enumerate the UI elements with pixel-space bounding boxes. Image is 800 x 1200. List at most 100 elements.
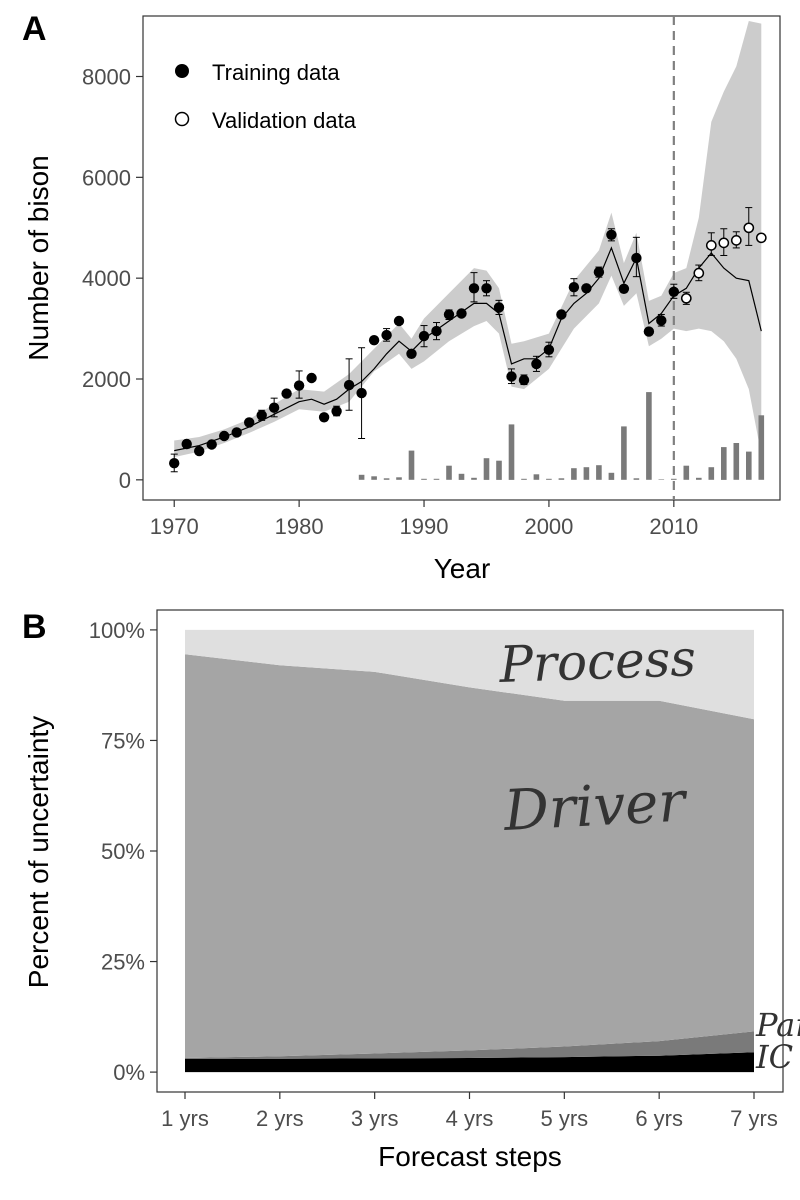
bar — [608, 472, 615, 480]
bar — [358, 474, 365, 480]
legend-validation-marker — [174, 111, 190, 127]
bar — [658, 479, 665, 480]
training-point — [481, 283, 492, 294]
training-point — [194, 445, 205, 457]
training-point — [531, 358, 542, 370]
bar — [571, 468, 577, 480]
training-point — [256, 410, 267, 421]
b-y-ticks: 0% 25% 50% 75% 100% — [89, 618, 157, 1085]
training-point — [268, 402, 280, 413]
training-point — [656, 315, 667, 326]
a-y-ticks: 0 2000 4000 6000 8000 — [82, 65, 143, 493]
a-y-tick-label: 4000 — [82, 266, 131, 291]
b-y-tick-label: 50% — [101, 839, 145, 864]
training-point — [331, 406, 342, 417]
validation-point — [743, 222, 755, 234]
training-point — [556, 309, 567, 320]
bars-group — [358, 392, 765, 480]
bar — [696, 477, 702, 480]
bar — [596, 465, 602, 480]
training-point — [406, 348, 417, 359]
bar — [483, 458, 490, 480]
bar — [396, 477, 402, 480]
training-point — [206, 439, 217, 450]
bar — [733, 443, 740, 480]
validation-point — [705, 240, 717, 251]
bar — [721, 447, 727, 480]
validation-point — [730, 235, 742, 246]
bar — [446, 465, 452, 480]
points-group — [169, 222, 767, 469]
training-point — [318, 412, 330, 423]
bar — [533, 474, 540, 480]
bar — [383, 478, 390, 480]
bar — [371, 476, 377, 480]
bar — [471, 477, 477, 480]
bar — [646, 392, 652, 480]
training-point — [418, 330, 430, 342]
training-point — [456, 308, 467, 319]
legend-training-label: Training data — [212, 60, 340, 85]
bar — [633, 478, 640, 480]
b-y-tick-label: 0% — [113, 1060, 145, 1085]
b-y-axis-title: Percent of uncertainty — [23, 716, 54, 988]
a-y-tick-label: 6000 — [82, 165, 131, 190]
a-y-tick-label: 0 — [119, 468, 131, 493]
param-annotation: Par — [755, 1006, 800, 1044]
area-driver — [185, 654, 754, 1058]
training-point — [631, 252, 642, 264]
b-x-tick-label: 1 yrs — [161, 1106, 209, 1131]
a-x-tick-label: 2010 — [649, 514, 698, 539]
training-point — [431, 325, 442, 337]
training-point — [281, 388, 292, 399]
ic-annotation: IC — [755, 1038, 793, 1076]
bar — [458, 473, 465, 480]
bar — [558, 478, 565, 480]
legend: Training data Validation data — [174, 60, 357, 133]
a-x-tick-label: 1980 — [275, 514, 324, 539]
training-point — [468, 283, 480, 294]
b-y-tick-label: 25% — [101, 950, 145, 975]
training-point — [293, 380, 305, 391]
a-x-axis-title: Year — [434, 553, 491, 584]
training-point — [381, 329, 392, 341]
training-point — [393, 315, 405, 327]
a-y-tick-label: 2000 — [82, 367, 131, 392]
driver-annotation: Driver — [501, 769, 690, 844]
bar — [496, 460, 502, 480]
training-point — [493, 302, 505, 313]
training-point — [181, 438, 192, 450]
bar — [521, 478, 527, 480]
training-point — [643, 326, 655, 337]
bar — [408, 450, 415, 480]
training-point — [343, 379, 355, 391]
legend-training-marker — [175, 64, 189, 78]
b-x-tick-label: 7 yrs — [730, 1106, 778, 1131]
a-y-tick-label: 8000 — [82, 65, 131, 90]
panel-a-tag: A — [22, 10, 47, 48]
bar — [671, 478, 677, 480]
training-point — [606, 229, 617, 240]
a-x-tick-label: 1990 — [400, 514, 449, 539]
b-x-tick-label: 5 yrs — [540, 1106, 588, 1131]
area-param — [185, 1031, 754, 1059]
a-x-tick-label: 2000 — [524, 514, 573, 539]
training-point — [219, 430, 230, 442]
area-ic — [185, 1052, 754, 1073]
validation-point — [755, 232, 767, 244]
training-point — [568, 282, 580, 293]
bar — [746, 451, 752, 480]
bar — [758, 415, 765, 480]
bar — [621, 426, 627, 480]
training-point — [231, 427, 242, 438]
validation-point — [693, 267, 705, 279]
validation-point — [680, 292, 692, 304]
process-annotation: Process — [497, 629, 696, 694]
panel-b: B 0% 25% 50% 75% 100% 1 yrs 2 yrs 3 yrs 4 yrs 5 … — [22, 608, 800, 1172]
training-point — [506, 371, 517, 382]
training-point — [618, 283, 630, 294]
b-x-ticks: 1 yrs 2 yrs 3 yrs 4 yrs 5 yrs 6 yrs 7 yrs — [161, 1092, 778, 1131]
b-x-tick-label: 4 yrs — [446, 1106, 494, 1131]
training-point — [543, 344, 555, 355]
